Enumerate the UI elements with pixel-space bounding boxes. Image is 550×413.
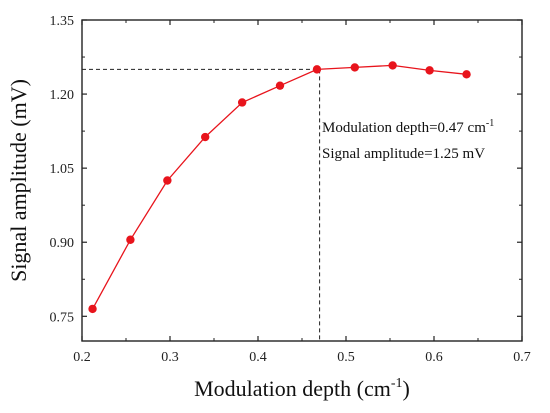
x-tick-label: 0.6 — [425, 350, 443, 365]
data-point — [163, 176, 172, 185]
x-axis-title-end: ) — [403, 376, 410, 401]
data-point — [312, 65, 322, 74]
x-tick-label: 0.5 — [337, 350, 355, 365]
x-tick-label: 0.3 — [161, 350, 179, 365]
y-tick-label: 1.35 — [50, 14, 75, 29]
data-point — [88, 304, 97, 314]
data-point — [388, 61, 397, 70]
x-axis-title-sup: -1 — [391, 376, 403, 391]
y-tick-label: 1.20 — [50, 88, 75, 103]
x-tick-label: 0.4 — [249, 350, 267, 365]
y-tick-label: 0.90 — [50, 236, 75, 251]
data-point — [275, 81, 285, 90]
x-tick-label: 0.2 — [73, 350, 91, 365]
y-axis-title: Signal amplitude (mV) — [6, 79, 31, 282]
y-tick-label: 0.75 — [50, 310, 75, 325]
plot-frame — [81, 19, 523, 342]
annotation-signal-amplitude-text: Signal amplitude=1.25 mV — [322, 146, 485, 162]
data-point — [425, 66, 434, 75]
data-point — [462, 70, 471, 79]
data-point — [237, 98, 247, 107]
x-axis-title: Modulation depth (cm-1) — [194, 376, 410, 401]
data-point — [201, 132, 210, 142]
data-point — [350, 63, 359, 72]
reference-lines — [82, 68, 321, 341]
x-tick-label: 0.7 — [513, 350, 531, 365]
x-axis-title-main: Modulation depth (cm — [194, 376, 391, 401]
data-point — [126, 235, 135, 244]
annotation-modulation-depth-text: Modulation depth=0.47 cm — [322, 120, 486, 136]
annotation-modulation-depth-sup: -1 — [486, 118, 494, 129]
y-tick-label: 1.05 — [50, 162, 75, 177]
annotation-modulation-depth: Modulation depth=0.47 cm-1 — [322, 118, 494, 136]
series-line — [92, 64, 467, 310]
series — [88, 61, 471, 314]
annotation-signal-amplitude: Signal amplitude=1.25 mV — [322, 146, 485, 162]
ticks: 0.2 0.3 0.4 0.5 0.6 0.7 0.75 0.90 1.05 1.20 1.35 — [50, 14, 531, 365]
